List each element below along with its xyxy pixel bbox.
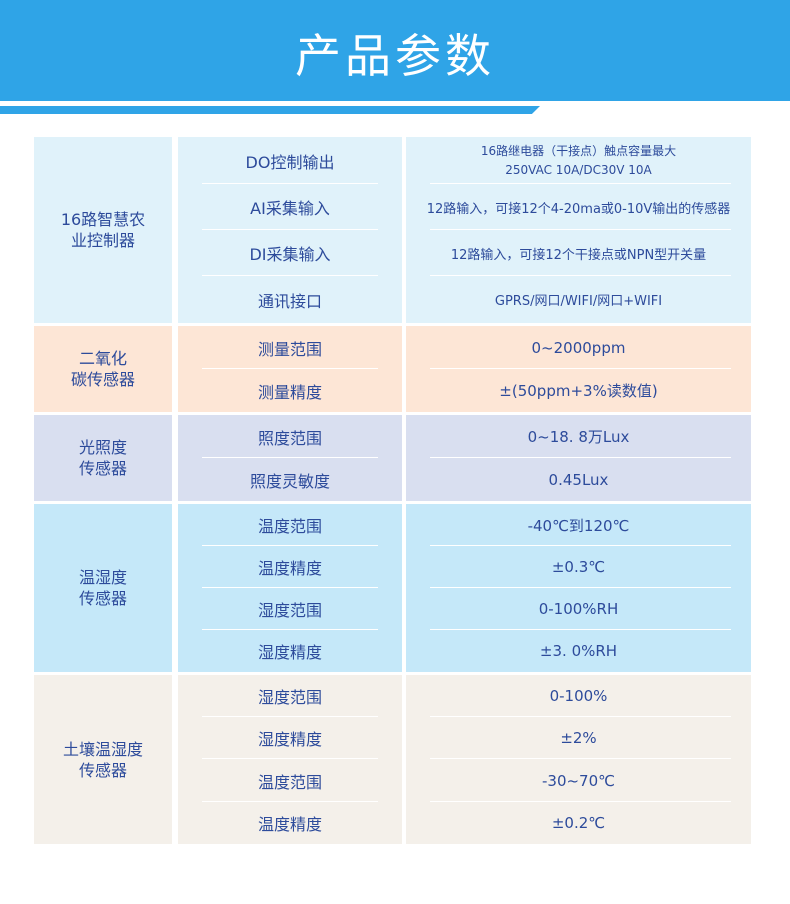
spec-table: 16路智慧农 业控制器 DO控制输出 AI采集输入 DI采集输入通讯接口 16路继电器（干… — [34, 137, 751, 847]
param-value: ±0.2℃ — [551, 814, 606, 832]
section-name: 土壤温湿度 传感器 — [62, 739, 143, 780]
param-value: ±2% — [406, 717, 751, 759]
value-line: 250VAC 10A/DC30V 10A — [505, 162, 652, 177]
param-value: 0.45Lux — [548, 470, 609, 489]
param-label: 湿度范围 — [178, 675, 402, 717]
page-title: 产品参数 — [295, 28, 495, 83]
param-value: 12路输入，可接12个4-20ma或0-10V输出的传感器 — [406, 184, 751, 230]
param-value: -30~70℃ — [406, 759, 751, 802]
param-value: 0~18. 8万Lux — [406, 415, 751, 458]
title-banner: 产品参数 — [0, 0, 790, 101]
param-label: 温度精度 — [178, 546, 402, 588]
param-value: 16路继电器（干接点）触点容量最大 250VAC 10A/DC30V 10A — [406, 137, 751, 184]
spec-section: 温湿度 传感器 温度范围 温度精度 湿度范围湿度精度 -40℃到120℃ ±0.3℃ 0-10… — [34, 504, 751, 672]
section-name: 温湿度 传感器 — [78, 568, 127, 608]
param-label: 温度范围 — [178, 759, 402, 802]
param-label: 照度范围 — [178, 415, 402, 458]
section-name: 16路智慧农 业控制器 — [60, 210, 146, 250]
param-label: DO控制输出 — [178, 137, 402, 184]
param-value: GPRS/网口/WIFI/网口+WIFI — [494, 294, 663, 309]
param-label: 通讯接口 — [257, 291, 322, 311]
param-label: 湿度精度 — [178, 717, 402, 759]
param-label: 湿度精度 — [257, 643, 322, 662]
param-label: AI采集输入 — [178, 184, 402, 230]
value-line: 16路继电器（干接点）触点容量最大 — [480, 143, 677, 158]
param-label: DI采集输入 — [178, 230, 402, 276]
param-value: 12路输入，可接12个干接点或NPN型开关量 — [406, 230, 751, 276]
spec-section: 16路智慧农 业控制器 DO控制输出 AI采集输入 DI采集输入通讯接口 16路继电器（干… — [34, 137, 751, 323]
spec-section: 光照度 传感器 照度范围照度灵敏度 0~18. 8万Lux 0.45Lux — [34, 415, 751, 501]
param-value: -40℃到120℃ — [406, 504, 751, 546]
param-value: 0~2000ppm — [406, 326, 751, 369]
spec-section: 二氧化 碳传感器 测量范围测量精度 0~2000ppm ±(50ppm+3%读数值) — [34, 326, 751, 412]
param-value: 0-100% — [406, 675, 751, 717]
param-value: ±3. 0%RH — [539, 642, 618, 660]
param-value: ±0.3℃ — [406, 546, 751, 588]
spec-section: 土壤温湿度 传感器 湿度范围 湿度精度 温度范围温度精度 0-100% ±2% -30~70℃… — [34, 675, 751, 844]
param-label: 温度精度 — [257, 815, 322, 834]
param-value: 0-100%RH — [406, 588, 751, 630]
param-label: 测量范围 — [178, 326, 402, 369]
param-label: 照度灵敏度 — [249, 471, 330, 491]
param-label: 测量精度 — [257, 382, 322, 402]
section-name: 光照度 传感器 — [78, 438, 127, 478]
param-label: 湿度范围 — [178, 588, 402, 630]
section-name: 二氧化 碳传感器 — [70, 349, 135, 389]
param-value: ±(50ppm+3%读数值) — [499, 382, 658, 400]
param-label: 温度范围 — [178, 504, 402, 546]
decorative-stripe — [0, 106, 540, 114]
